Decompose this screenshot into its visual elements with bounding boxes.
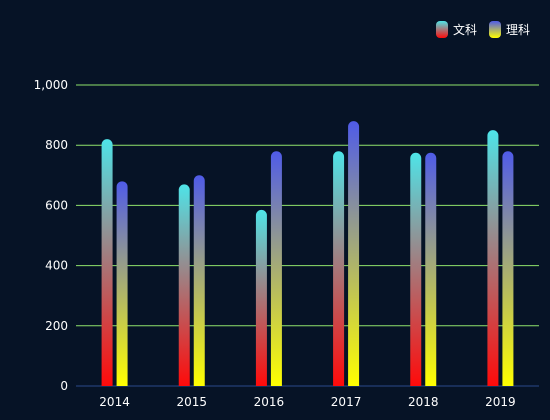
bar-2015-series-1[interactable] [178,184,190,386]
bar-2014-series-2[interactable] [116,181,128,386]
legend-label-series-2: 理科 [505,23,530,37]
bar-2019-series-1[interactable] [487,130,499,386]
legend: 文科 理科 [435,21,530,38]
legend-swatch-series-1 [435,21,448,38]
legend-swatch-series-2 [488,21,501,38]
bar-2018-series-1[interactable] [410,152,422,386]
y-axis-labels: 0 200 400 600 800 1,000 [34,78,68,393]
y-tick-label: 400 [45,259,68,273]
x-tick-label: 2016 [254,395,285,409]
x-tick-label: 2015 [176,395,207,409]
bar-2016-series-2[interactable] [270,151,282,386]
legend-item-series-2[interactable]: 理科 [488,21,530,38]
x-tick-label: 2019 [485,395,516,409]
bar-2017-series-1[interactable] [333,151,345,386]
y-tick-label: 0 [60,379,68,393]
bar-2014-series-1[interactable] [101,139,113,386]
x-tick-label: 2018 [408,395,439,409]
x-axis-labels: 2014 2015 2016 2017 2018 2019 [99,395,515,409]
bar-2018-series-2[interactable] [425,152,437,386]
bar-series [101,121,514,387]
bar-2016-series-1[interactable] [255,209,267,386]
legend-label-series-1: 文科 [452,23,477,37]
grid-lines [76,84,539,387]
y-tick-label: 600 [45,198,68,212]
y-tick-label: 1,000 [34,78,68,92]
y-tick-label: 800 [45,138,68,152]
bar-2019-series-2[interactable] [502,151,514,386]
bar-2015-series-2[interactable] [193,175,205,386]
y-tick-label: 200 [45,319,68,333]
bar-2017-series-2[interactable] [348,121,360,387]
x-tick-label: 2017 [331,395,362,409]
legend-item-series-1[interactable]: 文科 [435,21,477,38]
x-tick-label: 2014 [99,395,130,409]
